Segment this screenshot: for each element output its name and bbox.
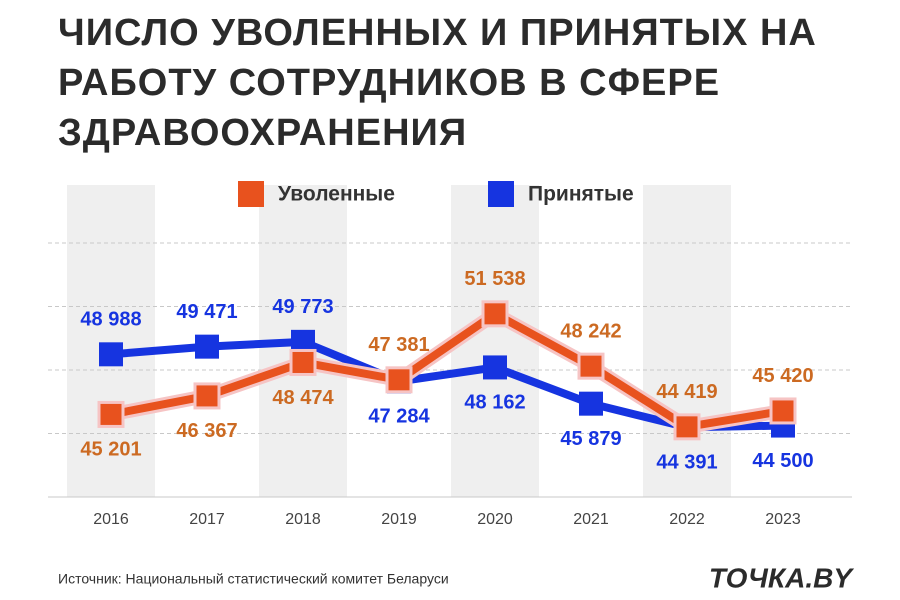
value-label: 46 367 [176, 420, 237, 442]
value-label: 48 988 [80, 309, 141, 331]
source: Источник: Национальный статистический ко… [58, 571, 449, 587]
column-band [67, 185, 155, 497]
x-tick-label: 2016 [93, 511, 129, 528]
value-label: 48 242 [560, 320, 621, 342]
value-label: 49 471 [176, 301, 237, 323]
x-tick-label: 2017 [189, 511, 225, 528]
value-label: 48 162 [464, 392, 525, 414]
x-tick-label: 2019 [381, 511, 417, 528]
x-tick-label: 2020 [477, 511, 513, 528]
value-label: 48 474 [272, 387, 334, 409]
x-tick-label: 2023 [765, 511, 801, 528]
marker [579, 391, 603, 416]
value-label: 45 879 [560, 428, 621, 450]
marker [97, 400, 125, 428]
marker [99, 342, 123, 367]
value-label: 45 420 [752, 365, 813, 387]
series-line [110, 309, 784, 431]
marker [577, 352, 605, 380]
marker [385, 366, 413, 394]
marker [481, 300, 509, 328]
x-tick-label: 2018 [285, 511, 321, 528]
value-label: 47 284 [368, 406, 430, 428]
marker [193, 382, 221, 410]
legend-swatch [238, 181, 264, 207]
value-label: 44 419 [656, 381, 717, 403]
column-band [643, 185, 731, 497]
value-label: 45 201 [80, 439, 141, 461]
marker [483, 355, 507, 380]
legend-label: Уволенные [278, 183, 395, 206]
legend-label: Принятые [528, 183, 634, 206]
legend-swatch [488, 181, 514, 207]
x-tick-label: 2021 [573, 511, 609, 528]
marker [195, 334, 219, 359]
value-label: 44 391 [656, 452, 717, 474]
value-label: 44 500 [752, 450, 813, 472]
chart-title: ЧИСЛО УВОЛЕННЫХ И ПРИНЯТЫХ НА РАБОТУ СОТ… [58, 12, 817, 154]
value-label: 49 773 [272, 296, 333, 318]
marker [673, 413, 701, 441]
value-label: 51 538 [464, 268, 525, 290]
marker [769, 397, 797, 425]
logo: ТОЧКА.BY [709, 562, 854, 593]
marker [289, 348, 317, 376]
x-tick-label: 2022 [669, 511, 705, 528]
value-label: 47 381 [368, 334, 429, 356]
